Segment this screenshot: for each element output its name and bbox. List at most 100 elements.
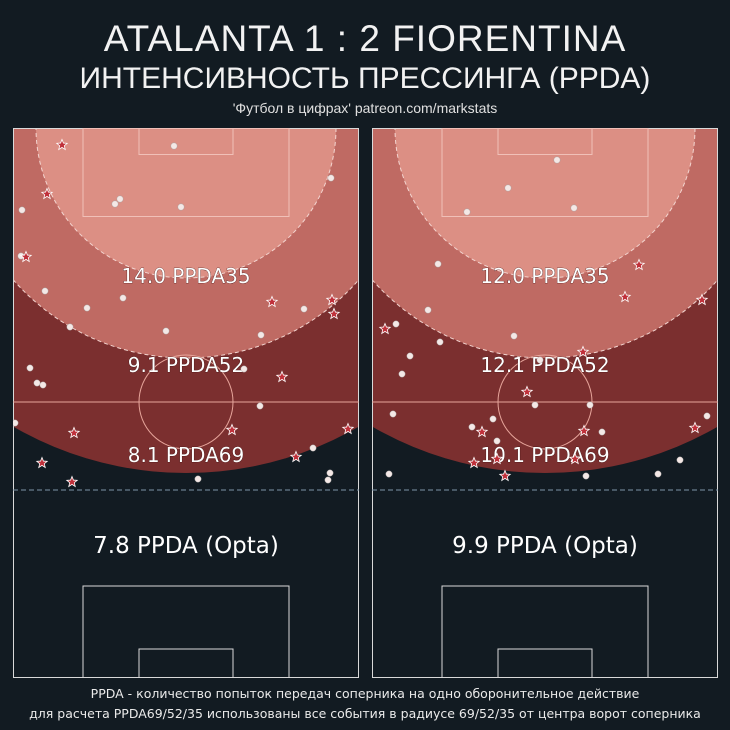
pass-dot — [170, 142, 178, 150]
defensive-action-star — [568, 452, 582, 465]
pass-dot — [41, 287, 49, 295]
defensive-action-star — [225, 423, 239, 436]
pass-dot — [116, 195, 124, 203]
defensive-action-star — [475, 425, 489, 438]
pass-dot — [326, 469, 334, 477]
bottom-six-yard-box — [138, 648, 234, 678]
pass-dot — [504, 184, 512, 192]
pass-dot — [66, 323, 74, 331]
pass-dot — [327, 174, 335, 182]
label-ppda-opta: 7.8 PPDA (Opta) — [93, 533, 279, 559]
pass-dot — [194, 475, 202, 483]
top-six-yard-box — [497, 128, 593, 155]
top-six-yard-box — [138, 128, 234, 155]
pass-dot — [654, 470, 662, 478]
pass-dot — [493, 437, 501, 445]
bottom-penalty-area — [441, 585, 649, 678]
pass-dot — [436, 338, 444, 346]
defensive-action-star — [289, 450, 303, 463]
defensive-action-star — [19, 250, 33, 263]
label-ppda69: 10.1 PPDA69 — [480, 443, 609, 467]
pass-dot — [531, 401, 539, 409]
pass-dot — [300, 305, 308, 313]
pass-dot — [510, 332, 518, 340]
defensive-action-star — [275, 370, 289, 383]
credit-text: 'Футбол в цифрах' patreon.com/markstats — [232, 100, 498, 116]
pitch-atalanta: 14.0 PPDA35 9.1 PPDA52 8.1 PPDA69 7.8 PPDA … — [13, 128, 359, 678]
pass-dot — [392, 320, 400, 328]
pass-dot — [536, 356, 544, 364]
pass-dot — [177, 203, 185, 211]
pass-dot — [489, 415, 497, 423]
ppda-zones — [13, 128, 359, 473]
pass-dot — [424, 306, 432, 314]
defensive-action-star — [520, 385, 534, 398]
defensive-action-star — [577, 424, 591, 437]
defensive-action-star — [632, 258, 646, 271]
centre-circle — [497, 354, 593, 450]
defensive-action-star — [265, 295, 279, 308]
pass-dot — [26, 364, 34, 372]
label-ppda35: 14.0 PPDA35 — [121, 264, 250, 288]
pass-dot — [324, 476, 332, 484]
pass-dot — [257, 331, 265, 339]
defensive-action-star — [378, 322, 392, 335]
defensive-action-star — [65, 475, 79, 488]
defensive-action-star — [576, 345, 590, 358]
pass-dot — [463, 208, 471, 216]
pass-dot — [162, 327, 170, 335]
defensive-action-star — [688, 421, 702, 434]
label-ppda35: 12.0 PPDA35 — [480, 264, 609, 288]
defensive-action-star — [490, 452, 504, 465]
pass-dot — [309, 444, 317, 452]
label-ppda52: 12.1 PPDA52 — [480, 353, 609, 377]
footer-line-1: PPDA - количество попыток передач соперн… — [90, 686, 640, 701]
footer-line-2: для расчета PPDA69/52/35 использованы вс… — [29, 706, 701, 721]
bottom-penalty-area — [82, 585, 290, 678]
chart-subtitle: ИНТЕНСИВНОСТЬ ПРЕССИНГА (PPDA) — [79, 62, 651, 95]
pass-dot — [18, 206, 26, 214]
label-ppda-opta: 9.9 PPDA (Opta) — [452, 533, 638, 559]
pass-dot — [703, 412, 711, 420]
defensive-action-star — [467, 456, 481, 469]
defensive-action-star — [40, 187, 54, 200]
pass-dot — [582, 472, 590, 480]
pass-dot — [570, 204, 578, 212]
pass-dot — [553, 156, 561, 164]
pass-dot — [111, 200, 119, 208]
pass-dot — [83, 304, 91, 312]
bottom-six-yard-box — [497, 648, 593, 678]
defensive-action-star — [695, 293, 709, 306]
pass-dot — [389, 410, 397, 418]
defensive-action-star — [67, 426, 81, 439]
pass-dot — [676, 456, 684, 464]
label-ppda52: 9.1 PPDA52 — [128, 353, 244, 377]
pass-dot — [468, 423, 476, 431]
pass-dot — [240, 365, 248, 373]
pass-dot — [398, 370, 406, 378]
pass-dot — [406, 352, 414, 360]
pass-dot — [598, 428, 606, 436]
label-ppda69: 8.1 PPDA69 — [128, 443, 244, 467]
pitch-fiorentina: 12.0 PPDA35 12.1 PPDA52 10.1 PPDA69 9.9 PPD… — [372, 128, 718, 678]
match-title: ATALANTA 1 : 2 FIORENTINA — [103, 18, 627, 59]
pass-dot — [256, 402, 264, 410]
defensive-action-star — [618, 290, 632, 303]
zone-ppda35 — [395, 128, 695, 278]
pass-dot — [33, 379, 41, 387]
pass-dot — [13, 419, 19, 427]
defensive-action-star — [341, 422, 355, 435]
pass-dot — [434, 260, 442, 268]
centre-circle — [138, 354, 234, 450]
zone-ppda35 — [36, 128, 336, 278]
pass-dot — [39, 381, 47, 389]
pass-dot — [586, 401, 594, 409]
defensive-action-star — [498, 469, 512, 482]
pass-dot — [385, 470, 393, 478]
ppda-zones — [372, 128, 718, 473]
defensive-action-star — [327, 307, 341, 320]
defensive-action-star — [55, 138, 69, 151]
defensive-action-star — [35, 456, 49, 469]
pass-dot — [119, 294, 127, 302]
defensive-action-star — [325, 293, 339, 306]
